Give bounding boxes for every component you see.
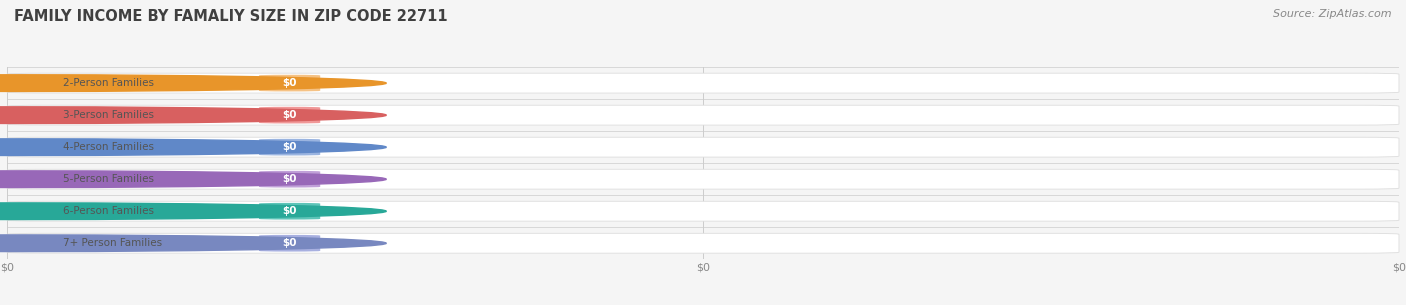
Text: Source: ZipAtlas.com: Source: ZipAtlas.com (1274, 9, 1392, 19)
Text: 2-Person Families: 2-Person Families (63, 78, 153, 88)
Circle shape (0, 107, 387, 124)
FancyBboxPatch shape (259, 75, 321, 92)
Text: 4-Person Families: 4-Person Families (63, 142, 153, 152)
FancyBboxPatch shape (259, 203, 321, 220)
FancyBboxPatch shape (259, 107, 321, 124)
FancyBboxPatch shape (7, 137, 1399, 157)
Text: 5-Person Families: 5-Person Families (63, 174, 153, 184)
FancyBboxPatch shape (7, 169, 1399, 189)
FancyBboxPatch shape (259, 139, 321, 156)
FancyBboxPatch shape (7, 201, 1399, 221)
Text: $0: $0 (283, 238, 297, 248)
Circle shape (0, 139, 387, 156)
Circle shape (0, 203, 387, 220)
Text: $0: $0 (283, 110, 297, 120)
Text: $0: $0 (283, 78, 297, 88)
Text: 7+ Person Families: 7+ Person Families (63, 238, 162, 248)
FancyBboxPatch shape (7, 105, 1399, 125)
FancyBboxPatch shape (7, 233, 1399, 253)
Circle shape (0, 235, 387, 252)
Circle shape (0, 171, 387, 188)
Text: $0: $0 (283, 174, 297, 184)
Text: 6-Person Families: 6-Person Families (63, 206, 153, 216)
FancyBboxPatch shape (259, 171, 321, 188)
FancyBboxPatch shape (259, 235, 321, 252)
FancyBboxPatch shape (7, 73, 1399, 93)
Text: FAMILY INCOME BY FAMALIY SIZE IN ZIP CODE 22711: FAMILY INCOME BY FAMALIY SIZE IN ZIP COD… (14, 9, 447, 24)
Circle shape (0, 75, 387, 92)
Text: $0: $0 (283, 142, 297, 152)
Text: $0: $0 (283, 206, 297, 216)
Text: 3-Person Families: 3-Person Families (63, 110, 153, 120)
